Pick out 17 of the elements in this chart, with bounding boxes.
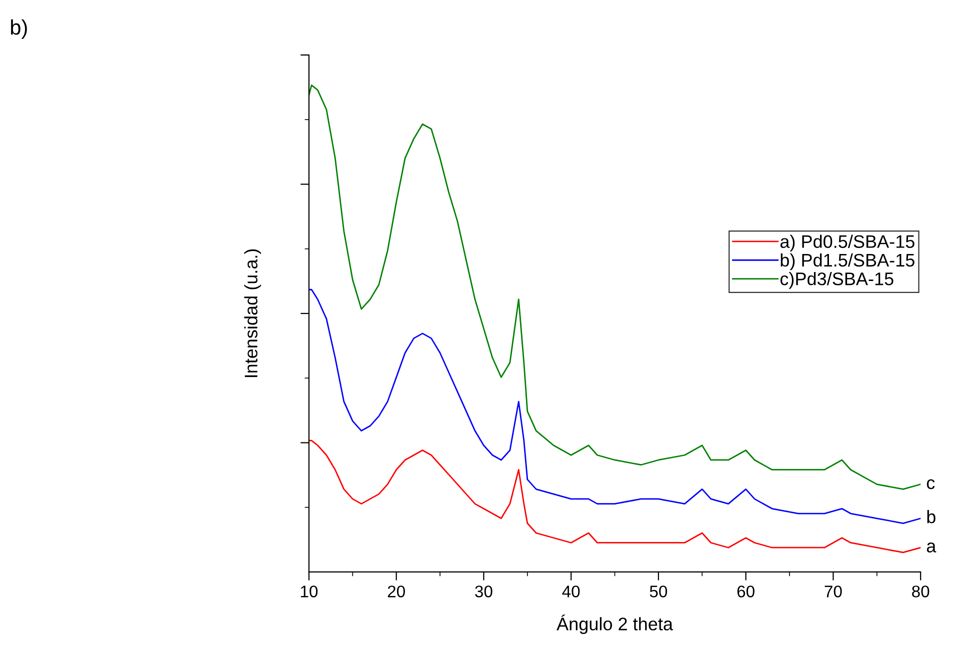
y-axis-title: Intensidad (u.a.) — [244, 249, 262, 378]
legend-label: a) Pd0.5/SBA-15 — [780, 234, 914, 252]
text: b) — [11, 19, 27, 39]
x-tick-label: 70 — [824, 586, 842, 598]
x-tick-label: 30 — [475, 586, 492, 598]
x-tick-label: 40 — [562, 586, 580, 598]
text: b — [927, 510, 936, 524]
x-tick-label: 50 — [650, 586, 668, 598]
text: c — [926, 479, 935, 490]
text: a — [926, 542, 936, 552]
x-tick-label: 80 — [912, 586, 930, 598]
x-tick-label: 60 — [737, 586, 754, 598]
x-tick-label: 20 — [388, 586, 405, 598]
x-tick-label: 10 — [300, 586, 318, 598]
x-axis-title: Ángulo 2 theta — [556, 614, 673, 634]
legend-label: c)Pd3/SBA-15 — [780, 272, 894, 289]
legend-label: b) Pd1.5/SBA-15 — [780, 253, 914, 270]
